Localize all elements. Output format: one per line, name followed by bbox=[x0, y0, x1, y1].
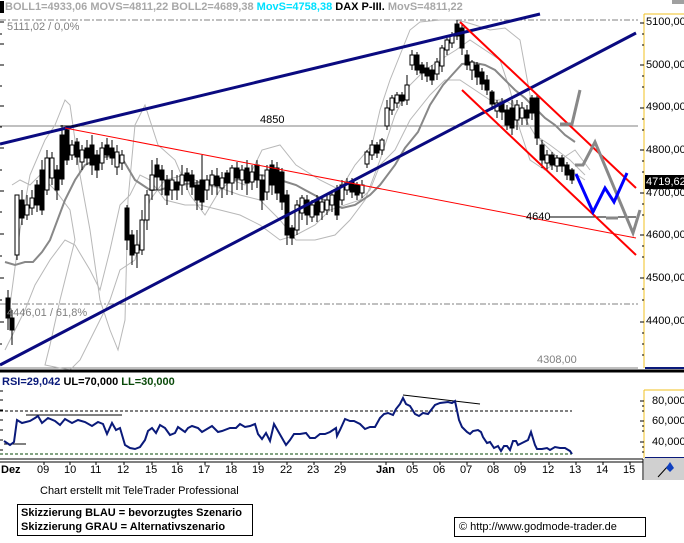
x-label: 06 bbox=[433, 464, 446, 476]
chart-credit: Chart erstellt mit TeleTrader Profession… bbox=[40, 485, 239, 497]
y-tick-4700: 4700,00 bbox=[646, 187, 684, 199]
movs-slow-value: MovS=4811,22 bbox=[387, 1, 463, 13]
x-label: 29 bbox=[334, 464, 347, 476]
level-4640-label: 4640 bbox=[526, 211, 551, 223]
x-label: 05 bbox=[406, 464, 419, 476]
x-label: 16 bbox=[171, 464, 184, 476]
y-tick-4500: 4500,00 bbox=[646, 272, 684, 284]
fib-618-label: 4446,01 / 61,8% bbox=[7, 307, 88, 319]
x-label: 22 bbox=[280, 464, 293, 476]
legend-gray-scenario: Skizzierung GRAU = Alternativszenario bbox=[21, 521, 226, 533]
x-label-dez: Dez bbox=[1, 464, 21, 476]
x-label: 08 bbox=[487, 464, 500, 476]
x-label: 19 bbox=[252, 464, 265, 476]
level-4850-label: 4850 bbox=[260, 114, 285, 126]
rsi-tick-80: 80,000 bbox=[652, 395, 684, 407]
rsi-lower-limit: LL=30,000 bbox=[121, 376, 175, 388]
rsi-upper-limit: UL=70,000 bbox=[63, 376, 119, 388]
rsi-tick-40: 40,000 bbox=[652, 436, 684, 448]
current-price-tag: 4719,62 bbox=[646, 176, 684, 188]
y-tick-4900: 4900,00 bbox=[646, 101, 684, 113]
pen-tool-icon bbox=[657, 462, 674, 478]
x-label: 12 bbox=[542, 464, 555, 476]
y-tick-4400: 4400,00 bbox=[646, 315, 684, 327]
fib-top-label: 5111,02 / 0,0% bbox=[7, 21, 80, 33]
x-label: 10 bbox=[64, 464, 77, 476]
x-label: 18 bbox=[225, 464, 238, 476]
indicator-header: BOLL1=4933,06 MOVS=4811,22 BOLL2=4689,38… bbox=[0, 0, 463, 14]
y-tick-5100: 5100,00 bbox=[646, 16, 684, 28]
x-label: 07 bbox=[460, 464, 473, 476]
y-tick-4800: 4800,00 bbox=[646, 144, 684, 156]
chart-title: DAX P-III. bbox=[335, 1, 385, 13]
x-label: 09 bbox=[37, 464, 50, 476]
y-tick-4600: 4600,00 bbox=[646, 229, 684, 241]
header-marker bbox=[0, 1, 4, 14]
boll2-value: BOLL2=4689,38 bbox=[171, 1, 254, 13]
movs-fast-value: MovS=4758,38 bbox=[256, 1, 333, 13]
x-label: 13 bbox=[569, 464, 582, 476]
movs-value: MOVS=4811,22 bbox=[90, 1, 169, 13]
x-label: 17 bbox=[198, 464, 211, 476]
x-label: 09 bbox=[514, 464, 527, 476]
y-tick-5000: 5000,00 bbox=[646, 59, 684, 71]
x-label: 15 bbox=[623, 464, 636, 476]
scenario-legend: Skizzierung BLAU = bevorzugtes Szenario … bbox=[17, 504, 253, 536]
x-label-jan: Jan bbox=[376, 464, 395, 476]
drawing-tool-button[interactable] bbox=[644, 458, 684, 480]
x-label: 15 bbox=[145, 464, 158, 476]
source-url[interactable]: © http://www.godmode-trader.de bbox=[454, 517, 646, 537]
window-handle[interactable] bbox=[672, 0, 684, 4]
x-label: 12 bbox=[117, 464, 130, 476]
x-label: 23 bbox=[307, 464, 320, 476]
x-label: 14 bbox=[596, 464, 609, 476]
legend-blue-scenario: Skizzierung BLAU = bevorzugtes Szenario bbox=[21, 507, 242, 519]
rsi-title: RSI=29,042 UL=70,000 LL=30,000 bbox=[2, 376, 175, 388]
x-label: 11 bbox=[90, 464, 102, 476]
low-label: 4308,00 bbox=[537, 354, 577, 366]
rsi-tick-60: 60,000 bbox=[652, 415, 684, 427]
rsi-value: RSI=29,042 bbox=[2, 376, 61, 388]
boll1-value: BOLL1=4933,06 bbox=[5, 1, 88, 13]
